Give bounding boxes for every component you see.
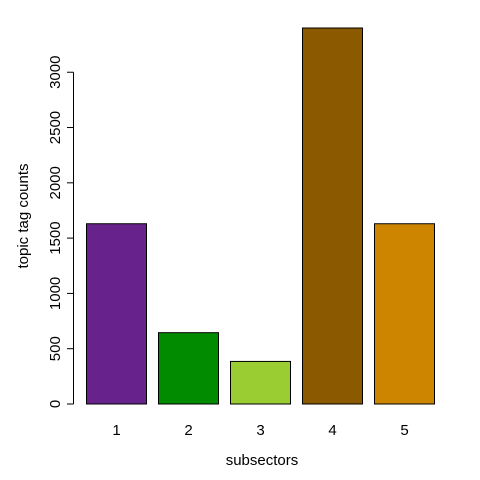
x-tick-label-5: 5 <box>400 422 408 439</box>
bar-4 <box>302 27 363 405</box>
y-tick-label-1000: 1000 <box>47 277 64 310</box>
y-tick-label-500: 500 <box>47 336 64 361</box>
x-tick-label-2: 2 <box>184 422 192 439</box>
y-tick-label-1500: 1500 <box>47 221 64 254</box>
x-tick-label-1: 1 <box>112 422 120 439</box>
x-tick-label-3: 3 <box>256 422 264 439</box>
y-axis: 0 500 1000 1500 2000 2500 3000 <box>47 56 74 408</box>
x-axis: 1 2 3 4 5 <box>112 422 408 439</box>
bar-2 <box>158 332 219 405</box>
y-tick-label-3000: 3000 <box>47 56 64 89</box>
bar-1 <box>86 223 147 405</box>
bar-3 <box>230 360 291 405</box>
x-axis-title: subsectors <box>226 452 299 469</box>
y-tick-label-2000: 2000 <box>47 166 64 199</box>
y-tick-label-2500: 2500 <box>47 111 64 144</box>
bars-group <box>86 27 435 405</box>
bar-5 <box>374 223 435 405</box>
x-tick-label-4: 4 <box>328 422 336 439</box>
y-tick-label-0: 0 <box>47 400 64 408</box>
y-axis-title: topic tag counts <box>15 163 32 268</box>
